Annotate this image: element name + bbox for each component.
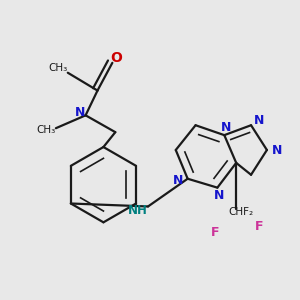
Text: N: N — [221, 121, 232, 134]
Text: CHF₂: CHF₂ — [229, 207, 254, 218]
Text: F: F — [211, 226, 220, 239]
Text: N: N — [172, 174, 183, 187]
Text: O: O — [110, 51, 122, 65]
Text: CH₃: CH₃ — [48, 63, 68, 73]
Text: N: N — [214, 189, 224, 202]
Text: NH: NH — [128, 204, 148, 217]
Text: N: N — [254, 114, 264, 127]
Text: CH₃: CH₃ — [36, 125, 56, 135]
Text: N: N — [74, 106, 85, 119]
Text: F: F — [255, 220, 263, 233]
Text: N: N — [272, 143, 282, 157]
